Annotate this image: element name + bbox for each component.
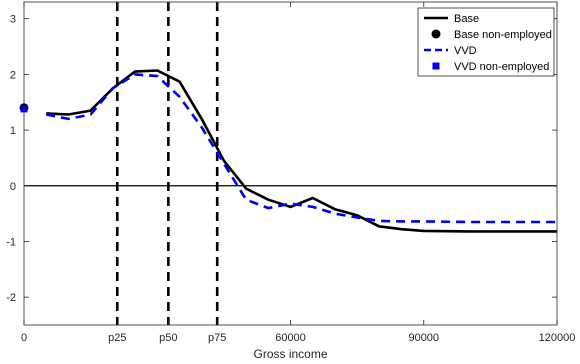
x-tick-label: p50	[159, 332, 177, 344]
y-tick-label: 2	[10, 69, 16, 81]
reference-lines	[24, 2, 557, 325]
y-tick-label: 0	[10, 181, 16, 193]
x-tick-label: 120000	[539, 332, 576, 344]
x-tick-label: 90000	[408, 332, 439, 344]
y-tick-label: -2	[6, 292, 16, 304]
legend-swatch-circle	[431, 29, 441, 39]
x-tick-label: p75	[208, 332, 226, 344]
legend-label: VVD non-employed	[454, 61, 549, 73]
legend: Base Base non-employed VVD VVD non-employed	[417, 7, 555, 77]
legend-swatch-square	[432, 62, 440, 70]
x-axis-title: Gross income	[253, 347, 327, 361]
x-tick-label: p25	[108, 332, 126, 344]
legend-box	[417, 7, 555, 77]
x-tick-label: 0	[21, 332, 27, 344]
legend-label: Base	[454, 13, 479, 25]
y-ticks: 3 2 1 0 -1 -2	[6, 14, 557, 304]
legend-label: Base non-employed	[454, 29, 552, 41]
legend-label: VVD	[454, 45, 477, 57]
y-tick-label: 1	[10, 125, 16, 137]
y-tick-label: 3	[10, 14, 16, 26]
series-line-2	[45, 73, 557, 224]
y-tick-label: -1	[6, 236, 16, 248]
x-tick-label: 60000	[275, 332, 306, 344]
x-ticks: 0 p25 p50 p75 60000 90000 120000	[21, 2, 575, 344]
series-line-0	[46, 69, 557, 233]
